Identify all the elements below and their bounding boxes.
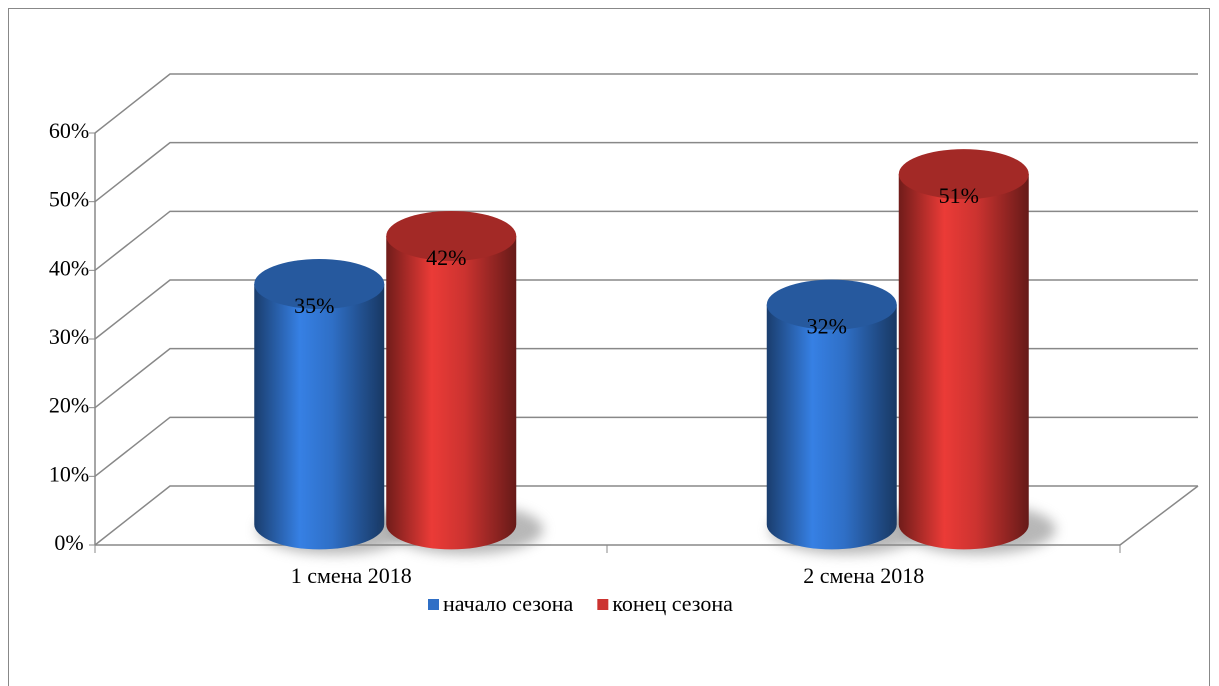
- bar-top: [898, 149, 1029, 200]
- bar-top: [386, 210, 517, 261]
- y-tick-label: 20%: [49, 393, 89, 418]
- floor-edge: [1119, 485, 1199, 546]
- bar-body: [386, 235, 517, 550]
- bar: [898, 149, 1029, 550]
- bar: [766, 279, 897, 550]
- y-tick-label: 40%: [49, 255, 89, 280]
- x-tick-label: 2 смена 2018: [803, 563, 924, 588]
- bar-top: [254, 259, 385, 310]
- y-tick-label: 60%: [49, 118, 89, 143]
- bar-top: [766, 279, 897, 330]
- grid-line: [94, 141, 1198, 203]
- value-label: 35%: [294, 293, 334, 318]
- bar-body: [254, 284, 385, 550]
- bar-body: [766, 304, 897, 550]
- legend-swatch: [597, 599, 609, 610]
- y-tick-label: 0%: [54, 530, 83, 555]
- y-tick-label: 10%: [49, 461, 89, 486]
- value-label: 32%: [807, 314, 847, 339]
- grid-line: [94, 279, 1198, 340]
- chart-border: [8, 8, 1210, 686]
- legend-label: конец сезона: [612, 591, 733, 616]
- value-label: 51%: [939, 183, 979, 208]
- y-tick-label: 30%: [49, 324, 89, 349]
- value-label: 42%: [426, 245, 466, 270]
- y-tick-label: 50%: [49, 187, 89, 212]
- legend-swatch: [428, 599, 439, 610]
- grid-line: [94, 73, 1198, 134]
- bar-body: [898, 174, 1029, 550]
- x-tick-label: 1 смена 2018: [291, 563, 412, 588]
- grid-line: [94, 210, 1198, 271]
- legend-label: начало сезона: [443, 591, 574, 616]
- bar: [386, 210, 517, 550]
- bar: [254, 259, 385, 550]
